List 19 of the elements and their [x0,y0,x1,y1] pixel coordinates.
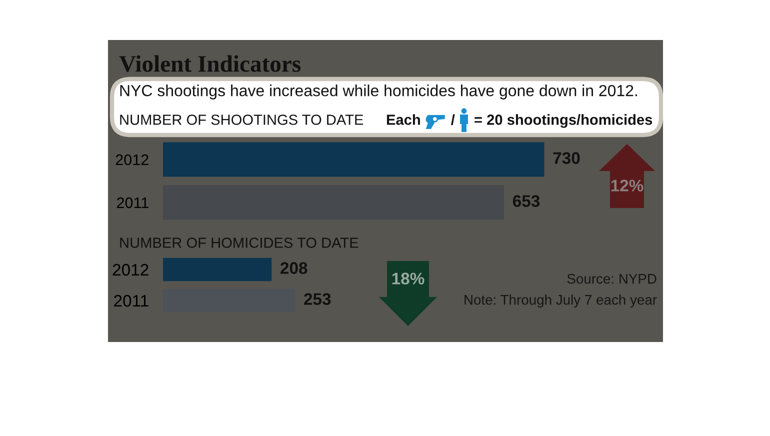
data-label: 653 [512,195,540,207]
text: 12% [611,180,644,192]
text: Each [386,114,420,125]
text: = 20 shootings/homicides [474,114,652,128]
y-tick-label: 2012 [116,154,148,166]
text: 18% [392,272,424,284]
data-label: 208 [280,262,308,274]
text: Note: Through July 7 each year [464,294,657,308]
chart-title: NUMBER OF HOMICIDES TO DATE [120,238,358,248]
source-note: Source: NYPD [567,274,656,284]
data-label: 730 [553,152,580,164]
y-tick-label: 2011 [114,294,148,307]
y-tick-label: 2011 [117,197,148,208]
text: NYC shootings have increased while homicides have gone down in 2012. [120,84,637,100]
data-label: 253 [304,293,331,305]
y-tick-label: 2012 [112,264,148,276]
text: Violent Indicators [119,55,301,72]
chart-title: NUMBER OF SHOOTINGS TO DATE [120,114,364,125]
text: / [451,114,455,126]
